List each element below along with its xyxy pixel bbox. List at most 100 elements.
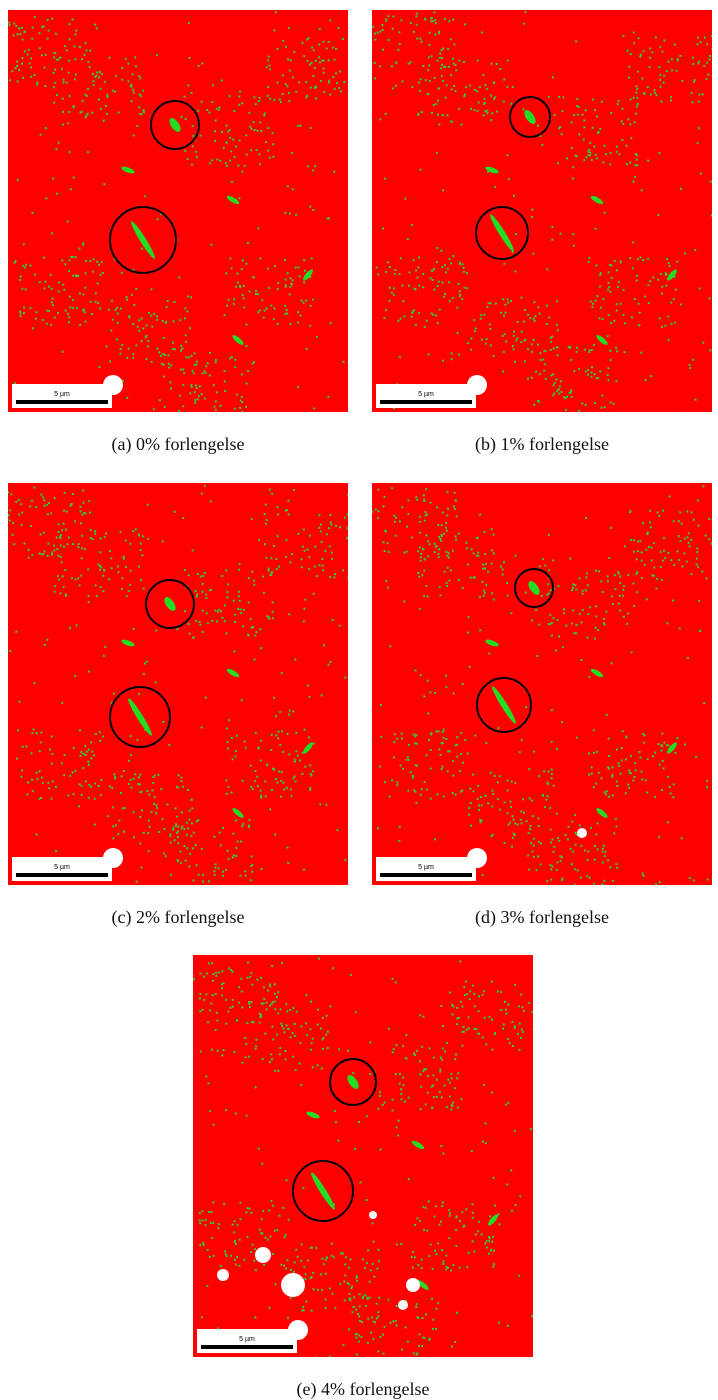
grain <box>490 302 492 304</box>
grain <box>660 744 662 746</box>
grain <box>422 1016 424 1018</box>
grain <box>239 1239 241 1241</box>
grain <box>478 102 480 104</box>
grain <box>71 503 73 505</box>
grain <box>232 1224 234 1226</box>
panel: 5 µm(e) 4% forlengelse <box>193 955 533 1400</box>
grain <box>471 1150 473 1152</box>
grain <box>201 848 203 850</box>
grain <box>210 1003 212 1005</box>
grain <box>494 186 496 188</box>
grain <box>371 1317 373 1319</box>
grain <box>268 570 270 572</box>
grain <box>456 736 458 738</box>
grain <box>678 535 680 537</box>
grain <box>195 844 197 846</box>
grain <box>628 77 630 79</box>
grain <box>137 326 139 328</box>
grain <box>652 755 654 757</box>
grain <box>395 62 397 64</box>
grain <box>444 1051 446 1053</box>
grain <box>376 1267 378 1269</box>
grain <box>138 566 140 568</box>
grain <box>242 823 244 825</box>
grain <box>53 549 55 551</box>
grain <box>675 289 677 291</box>
grain <box>201 493 203 495</box>
grain <box>676 550 678 552</box>
grain <box>428 1200 430 1202</box>
grain <box>88 784 90 786</box>
grain <box>513 348 515 350</box>
grain <box>213 406 215 408</box>
grain <box>60 544 62 546</box>
grain <box>310 87 312 89</box>
grain <box>647 758 649 760</box>
grain <box>673 298 675 300</box>
grain <box>609 866 611 868</box>
grain <box>485 343 487 345</box>
grain <box>674 322 676 324</box>
grain <box>670 100 672 102</box>
grain <box>289 69 291 71</box>
grain <box>378 510 380 512</box>
grain <box>453 63 455 65</box>
grain <box>199 1212 201 1214</box>
grain <box>414 735 416 737</box>
grain <box>282 1207 284 1209</box>
grain <box>269 98 271 100</box>
grain <box>45 197 47 199</box>
grain <box>39 281 41 283</box>
grain <box>295 750 297 752</box>
grain <box>115 75 117 77</box>
grain <box>198 395 200 397</box>
grain <box>157 774 159 776</box>
grain <box>663 550 665 552</box>
grain <box>332 967 334 969</box>
grain <box>452 792 454 794</box>
grain <box>458 108 460 110</box>
grain <box>656 578 658 580</box>
grain <box>703 702 705 704</box>
grain <box>251 856 253 858</box>
grain <box>255 732 257 734</box>
grain <box>75 30 77 32</box>
grain <box>247 242 249 244</box>
grain <box>470 577 472 579</box>
grain <box>265 523 267 525</box>
grain <box>441 1059 443 1061</box>
grain <box>445 738 447 740</box>
grain <box>444 1085 446 1087</box>
grain <box>318 56 320 58</box>
grain <box>452 775 454 777</box>
grain <box>82 242 84 244</box>
grain <box>442 742 444 744</box>
grain <box>456 1007 458 1009</box>
grain <box>285 1267 287 1269</box>
grain <box>147 504 149 506</box>
grain <box>431 312 433 314</box>
grain <box>24 31 26 33</box>
grain <box>638 324 640 326</box>
grain <box>239 563 241 565</box>
grain <box>192 125 194 127</box>
grain <box>481 804 483 806</box>
phase-map: 5 µm <box>8 483 348 885</box>
grain <box>443 533 445 535</box>
grain <box>67 543 69 545</box>
phase-map: 5 µm <box>372 10 712 412</box>
grain <box>85 754 87 756</box>
grain <box>561 721 563 723</box>
grain <box>179 319 181 321</box>
grain <box>521 331 523 333</box>
grain <box>572 584 574 586</box>
grain <box>598 772 600 774</box>
grain <box>373 1276 375 1278</box>
grain <box>707 879 709 881</box>
grain <box>221 575 223 577</box>
grain <box>438 536 440 538</box>
grain <box>126 595 128 597</box>
grain <box>593 729 595 731</box>
grain <box>65 594 67 596</box>
grain <box>448 1209 450 1211</box>
